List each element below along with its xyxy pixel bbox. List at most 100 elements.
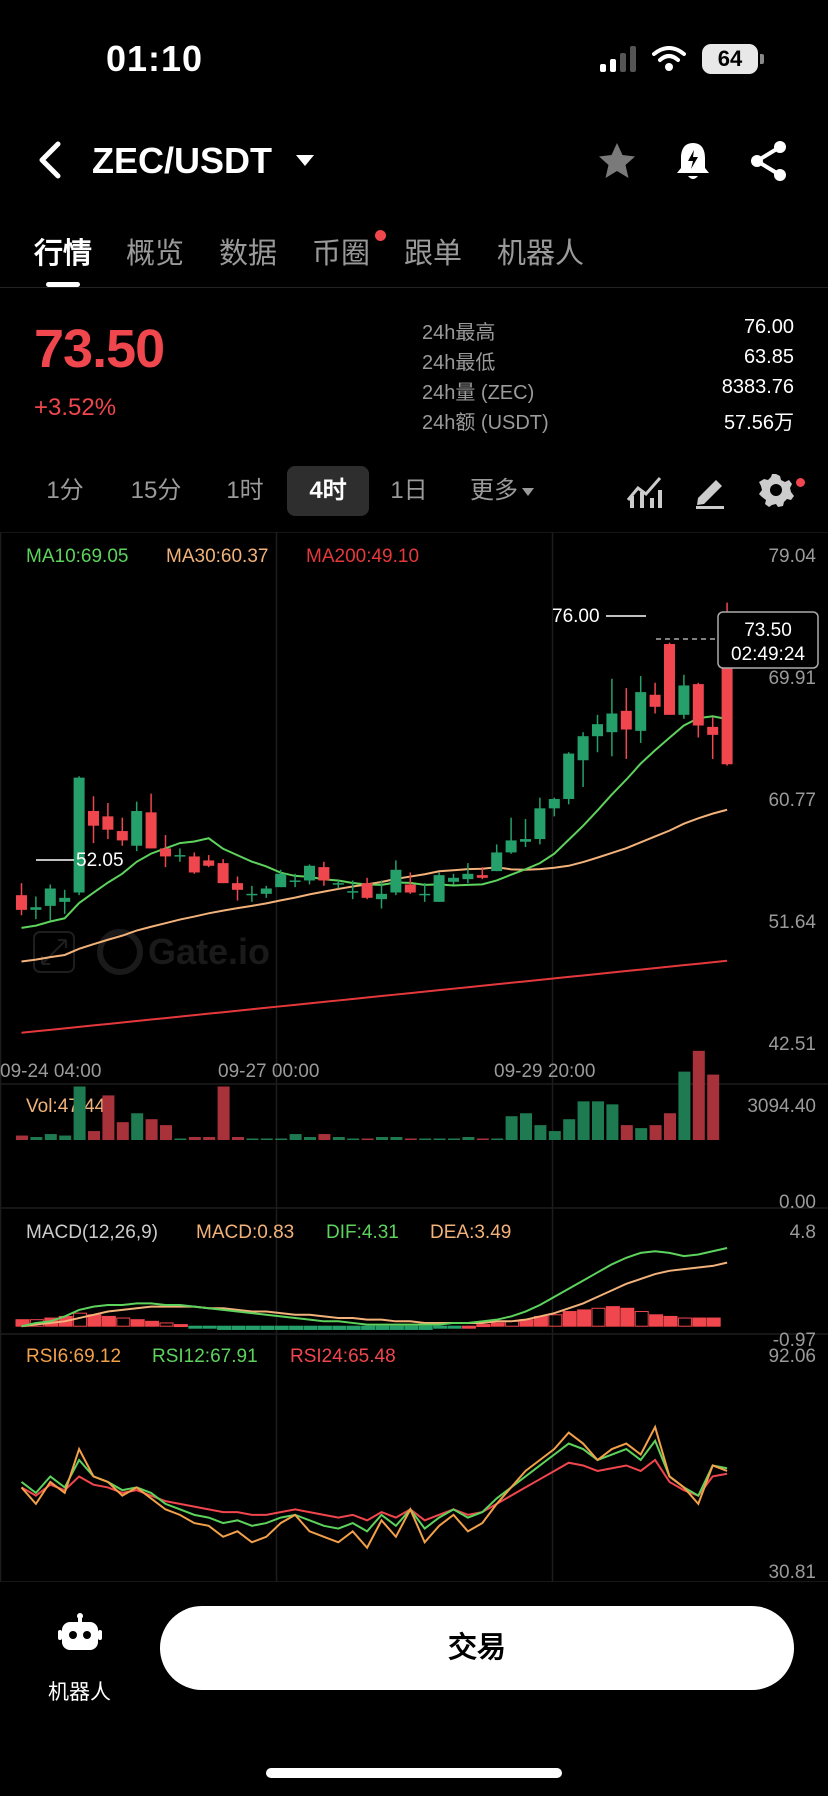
candle-body xyxy=(275,873,287,888)
volume-bar xyxy=(44,1134,57,1140)
candle-body xyxy=(332,883,344,885)
indicator-icon[interactable] xyxy=(624,470,664,510)
tab-copy-trading[interactable]: 跟单 xyxy=(404,238,463,270)
candle-body xyxy=(88,811,99,826)
candle xyxy=(188,852,200,874)
macd-histogram-bar xyxy=(274,1325,289,1330)
kline-chart[interactable]: MA10:69.05 MA30:60.37 MA200:49.10 79.04 … xyxy=(0,532,828,1582)
volume-bar xyxy=(520,1113,532,1140)
candle-body xyxy=(419,893,431,896)
robot-icon[interactable] xyxy=(58,1612,102,1656)
interval-4h[interactable]: 4时 xyxy=(287,466,369,516)
volume-bar xyxy=(563,1119,576,1140)
candle xyxy=(275,869,287,888)
macd-histogram-bar xyxy=(202,1325,217,1329)
chart-settings-gear-icon[interactable] xyxy=(756,470,796,510)
ma30-line xyxy=(21,808,728,963)
volume-bar xyxy=(635,1128,648,1140)
draw-pencil-icon[interactable] xyxy=(690,470,730,510)
volume-bar xyxy=(606,1104,619,1140)
last-price-tag-value: 73.50 xyxy=(744,620,792,641)
star-favorite-icon[interactable] xyxy=(594,138,640,184)
pair-dropdown-caret-icon[interactable] xyxy=(296,155,314,166)
macd-histogram-bar xyxy=(245,1325,260,1330)
candle-body xyxy=(606,713,618,733)
candle-body xyxy=(563,753,575,799)
candle xyxy=(59,889,71,914)
stat-value: 63.85 xyxy=(743,346,794,368)
volume-bar xyxy=(232,1137,244,1140)
volume-bar xyxy=(390,1137,403,1140)
candle-body xyxy=(548,798,560,809)
interval-1h[interactable]: 1时 xyxy=(226,477,264,504)
share-icon[interactable] xyxy=(746,138,792,184)
candle xyxy=(563,752,575,805)
volume-bar xyxy=(419,1138,432,1140)
candle xyxy=(390,860,402,896)
tab-overview[interactable]: 概览 xyxy=(126,238,185,270)
volume-bar xyxy=(448,1138,460,1140)
volume-bar xyxy=(131,1113,144,1140)
interval-1m[interactable]: 1分 xyxy=(46,477,84,504)
volume-bar xyxy=(534,1125,547,1140)
candle-body xyxy=(692,684,704,726)
interval-more[interactable]: 更多 xyxy=(460,466,544,516)
tab-bots[interactable]: 机器人 xyxy=(497,238,585,270)
tab-market[interactable]: 行情 xyxy=(34,238,93,270)
macd-histogram-bar xyxy=(188,1325,203,1329)
volume-bar xyxy=(620,1125,633,1140)
macd-legend: MACD(12,26,9) xyxy=(26,1222,158,1243)
settings-notification-dot xyxy=(796,478,805,487)
robot-label[interactable]: 机器人 xyxy=(48,1681,111,1704)
home-indicator xyxy=(266,1768,562,1778)
price-alert-bell-icon[interactable] xyxy=(670,138,716,184)
tab-community[interactable]: 币圈 xyxy=(312,238,371,270)
stat-label: 24h最高 xyxy=(422,322,496,344)
ma10-line xyxy=(21,715,728,929)
back-arrow-icon[interactable] xyxy=(30,138,74,182)
rsi-axis-tick: 30.81 xyxy=(768,1562,816,1582)
candle-body xyxy=(361,883,373,898)
pair-selector[interactable]: ZEC/USDT xyxy=(92,140,272,181)
volume-bar xyxy=(649,1125,662,1140)
candle-body xyxy=(592,724,603,737)
macd-axis-tick: 4.8 xyxy=(790,1222,816,1243)
candle xyxy=(73,776,85,896)
volume-bar xyxy=(188,1137,201,1140)
time-axis-label: 09-29 20:00 xyxy=(494,1061,595,1082)
macd-histogram-bar xyxy=(289,1325,304,1330)
watermark: Gate.io xyxy=(33,929,270,975)
candle xyxy=(520,819,531,848)
volume-axis-tick: 3094.40 xyxy=(747,1096,816,1117)
price-change-percent: +3.52% xyxy=(34,394,117,421)
trade-button[interactable]: 交易 xyxy=(160,1606,794,1690)
candle-body xyxy=(433,875,445,902)
status-bar: 01:10 64 xyxy=(0,0,828,120)
candle-body xyxy=(376,893,387,900)
candle-body xyxy=(232,883,243,890)
candle-body xyxy=(347,891,359,893)
volume-bars xyxy=(16,1050,720,1140)
macd-histogram-bar xyxy=(346,1325,361,1330)
candle-body xyxy=(246,893,258,896)
candle xyxy=(664,642,675,715)
interval-1d[interactable]: 1日 xyxy=(390,477,428,504)
interval-15m[interactable]: 15分 xyxy=(130,477,182,504)
macd-histogram-bar xyxy=(649,1314,664,1327)
volume-bar xyxy=(491,1138,504,1140)
rsi24-line xyxy=(21,1458,728,1522)
ma10-legend: MA10:69.05 xyxy=(26,546,128,567)
candle xyxy=(131,801,143,852)
macd-histogram-bar xyxy=(577,1309,592,1327)
candle xyxy=(217,859,229,884)
candle xyxy=(174,848,186,862)
cellular-signal-icon xyxy=(600,46,636,72)
macd-histogram-bar xyxy=(145,1320,160,1327)
volume-bar xyxy=(246,1138,259,1140)
candle-body xyxy=(145,812,157,849)
candle-body xyxy=(678,685,690,715)
candle-body xyxy=(649,694,661,707)
candle xyxy=(347,880,359,900)
ma30-legend: MA30:60.37 xyxy=(166,546,268,567)
tab-data[interactable]: 数据 xyxy=(219,238,278,270)
